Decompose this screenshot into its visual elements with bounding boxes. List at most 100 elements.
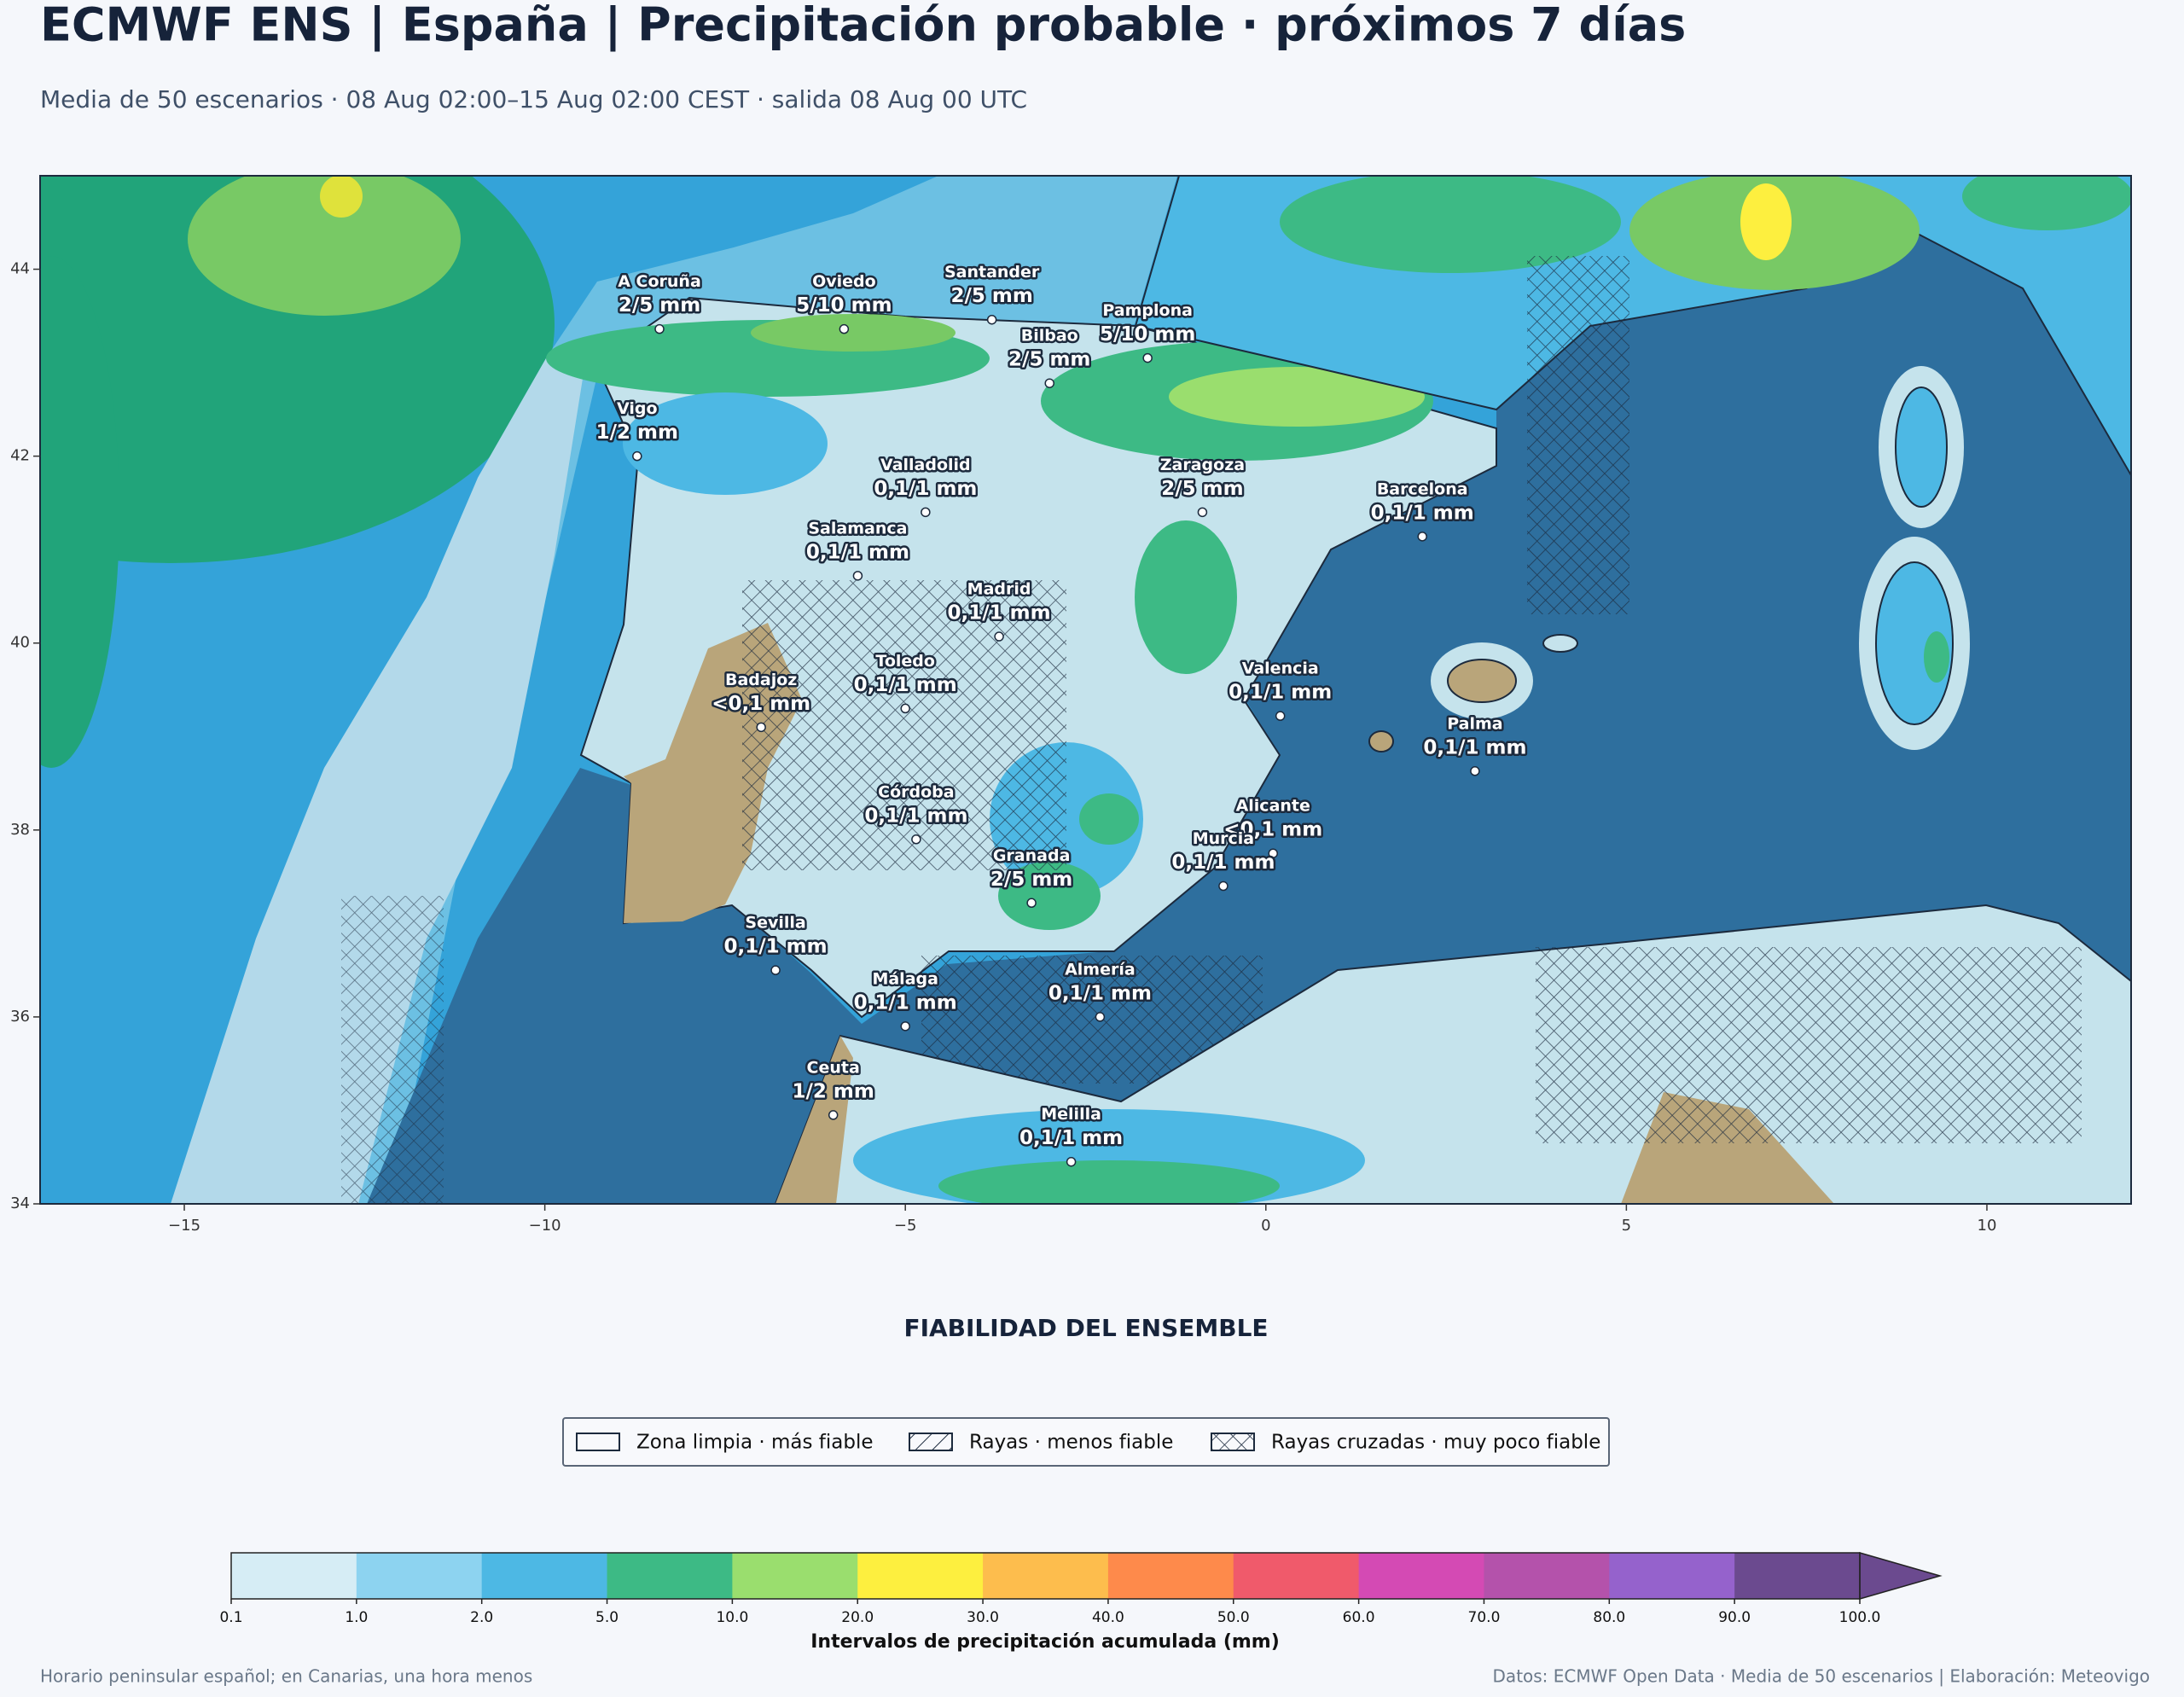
city-value: 0,1/1 mm: [854, 674, 957, 696]
city-dot: [828, 1110, 839, 1120]
city-dot: [1095, 1012, 1106, 1022]
colorbar-tick-label: 40.0: [1092, 1609, 1124, 1626]
city-value: 0,1/1 mm: [724, 936, 828, 958]
city-name: Madrid: [967, 580, 1031, 599]
city-dot: [921, 507, 931, 518]
colorbar-tick-label: 20.0: [841, 1609, 874, 1626]
city-dot: [852, 571, 863, 581]
city-value: 1/2 mm: [793, 1080, 874, 1102]
city-dot: [1066, 1156, 1077, 1167]
city-name: Alicante: [1236, 797, 1310, 816]
city-value: 2/5 mm: [619, 294, 700, 317]
city-name: Palma: [1447, 714, 1502, 733]
city-name: Valencia: [1242, 660, 1319, 678]
footer-left: Horario peninsular español; en Canarias,…: [40, 1666, 532, 1687]
city-dot: [1275, 711, 1286, 721]
y-tick-label: 42: [10, 447, 30, 465]
city-dot: [1268, 848, 1278, 858]
y-tick-label: 34: [10, 1194, 30, 1212]
legend-swatch: [576, 1433, 620, 1451]
city-dot: [654, 323, 665, 334]
city-value: 2/5 mm: [990, 869, 1072, 891]
city-name: Vigo: [617, 399, 658, 418]
colorbar-extend: [1859, 1552, 1943, 1600]
city-dot: [900, 703, 910, 714]
legend-swatch: [1211, 1433, 1255, 1451]
colorbar-tick-label: 1.0: [345, 1609, 368, 1626]
city-dot: [1417, 532, 1427, 542]
y-tick-label: 36: [10, 1008, 30, 1026]
legend-label: Rayas cruzadas · muy poco fiable: [1271, 1432, 1600, 1454]
x-tick-label: 0: [1261, 1217, 1270, 1235]
city-name: Santander: [944, 263, 1040, 282]
city-dot: [1470, 766, 1480, 776]
colorbar-tick-label: 60.0: [1343, 1609, 1375, 1626]
colorbar-segment: [356, 1553, 483, 1599]
y-tick-label: 40: [10, 634, 30, 652]
y-tick-label: 38: [10, 821, 30, 839]
colorbar-tick-label: 5.0: [595, 1609, 619, 1626]
city-value: 0,1/1 mm: [1423, 736, 1526, 758]
city-name: Barcelona: [1377, 479, 1468, 498]
colorbar-segment: [1734, 1553, 1861, 1599]
colorbar-label: Intervalos de precipitación acumulada (m…: [810, 1631, 1280, 1653]
x-tick-label: −10: [529, 1217, 561, 1235]
colorbar-frame: [230, 1552, 1861, 1600]
city-name: Zaragoza: [1160, 456, 1245, 474]
subtitle: Media de 50 escenarios · 08 Aug 02:00–15…: [40, 85, 1027, 113]
city-name: Oviedo: [812, 272, 876, 291]
city-value: 0,1/1 mm: [1228, 682, 1332, 704]
colorbar-tick-label: 90.0: [1718, 1609, 1751, 1626]
colorbar: 0.1 1.0 2.0 5.0 10.0 20.0 30.0 40.0 50.0 60.0 70.0…: [219, 1552, 1943, 1626]
city-value: <0,1 mm: [1223, 819, 1322, 841]
colorbar-tick-label: 0.1: [219, 1609, 242, 1626]
city-value: 5/10 mm: [1100, 323, 1195, 346]
city-name: Almería: [1065, 960, 1136, 979]
colorbar-tick-label: 2.0: [470, 1609, 493, 1626]
x-tick-label: −5: [894, 1217, 917, 1235]
city-dot: [1026, 898, 1037, 909]
city-name: Murcia: [1193, 829, 1254, 848]
city-dot: [756, 722, 766, 733]
colorbar-segment: [732, 1553, 858, 1599]
x-tick-label: −15: [168, 1217, 200, 1235]
city-dot: [839, 323, 850, 334]
map-frame: [39, 175, 2132, 1205]
footer-right: Datos: ECMWF Open Data · Media de 50 esc…: [1493, 1666, 2150, 1687]
colorbar-segment: [857, 1553, 984, 1599]
city-name: Málaga: [872, 969, 938, 988]
y-tick-label: 44: [10, 260, 30, 278]
city-value: 0,1/1 mm: [874, 478, 977, 500]
city-value: 0,1/1 mm: [1171, 851, 1275, 874]
map-background: [40, 176, 2131, 1204]
legend-title: FIABILIDAD DEL ENSEMBLE: [903, 1314, 1268, 1342]
city-name: Valladolid: [880, 456, 971, 474]
legend-label: Rayas · menos fiable: [969, 1432, 1173, 1454]
city-value: 2/5 mm: [950, 285, 1032, 307]
city-value: <0,1 mm: [712, 693, 810, 715]
city-name: Badajoz: [725, 671, 797, 689]
x-tick-label: 5: [1622, 1217, 1631, 1235]
city-value: 5/10 mm: [796, 294, 892, 317]
colorbar-segment: [983, 1553, 1109, 1599]
city-dot: [1142, 352, 1153, 363]
city-value: 0,1/1 mm: [1371, 502, 1474, 524]
legend-box: [562, 1417, 1610, 1467]
title: ECMWF ENS | España | Precipitación proba…: [40, 0, 1686, 52]
colorbar-segment: [1484, 1553, 1610, 1599]
legend: Zona limpia · más fiable Rayas · menos fi…: [576, 1432, 1600, 1454]
city-name: Granada: [993, 846, 1071, 865]
city-value: 0,1/1 mm: [1019, 1127, 1123, 1149]
city-value: 2/5 mm: [1008, 349, 1090, 371]
colorbar-tick-label: 10.0: [716, 1609, 748, 1626]
city-value: 0,1/1 mm: [806, 541, 909, 563]
city-value: 0,1/1 mm: [948, 602, 1051, 625]
city-name: Melilla: [1041, 1105, 1101, 1124]
city-value: 0,1/1 mm: [864, 805, 967, 827]
city-name: Ceuta: [807, 1058, 860, 1077]
colorbar-tick-label: 70.0: [1468, 1609, 1501, 1626]
city-name: Pamplona: [1102, 301, 1193, 320]
colorbar-tick-label: 50.0: [1217, 1609, 1250, 1626]
city-name: Bilbao: [1021, 327, 1078, 346]
